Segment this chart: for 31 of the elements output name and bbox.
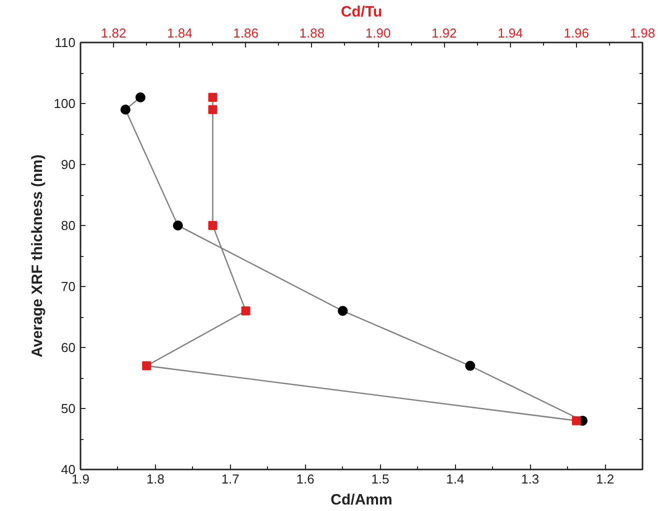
x-tick-label: 1.5 xyxy=(371,472,390,486)
y-tick-label: 110 xyxy=(54,35,76,50)
x2-tick-label: 1.84 xyxy=(167,26,192,40)
x-tick-label: 1.7 xyxy=(221,472,240,486)
y-axis-title: Average XRF thickness (nm) xyxy=(28,154,46,358)
x-axis-title: Cd/Amm xyxy=(330,492,392,508)
x-tick-label: 1.6 xyxy=(296,472,314,486)
x2-tick-label: 1.94 xyxy=(498,26,523,40)
x2-tick-label: 1.96 xyxy=(564,26,590,40)
x-tick-label: 1.2 xyxy=(596,472,614,486)
x2-tick-label: 1.90 xyxy=(365,26,391,40)
y-tick-label: 80 xyxy=(61,218,76,233)
x2-axis-title: Cd/Tu xyxy=(340,4,382,20)
point xyxy=(465,360,476,371)
x2-tick-label: 1.82 xyxy=(100,26,126,40)
y-tick-label: 60 xyxy=(61,340,76,355)
point xyxy=(172,220,183,230)
x-tick-label: 1.3 xyxy=(521,472,540,486)
x2-tick-label: 1.98 xyxy=(630,26,656,40)
x2-tick-label: 1.86 xyxy=(233,26,258,40)
point xyxy=(120,104,130,115)
y-tick-label: 100 xyxy=(54,96,76,111)
point xyxy=(135,92,146,102)
point xyxy=(338,306,348,316)
y-tick-label: 50 xyxy=(61,401,76,416)
x2-tick-label: 1.88 xyxy=(299,26,325,40)
y-tick-label: 70 xyxy=(61,279,76,294)
x-tick-label: 1.8 xyxy=(146,472,164,486)
y-tick-label: 90 xyxy=(61,157,76,172)
x-tick-label: 1.4 xyxy=(446,472,464,486)
x2-tick-label: 1.92 xyxy=(431,26,457,40)
